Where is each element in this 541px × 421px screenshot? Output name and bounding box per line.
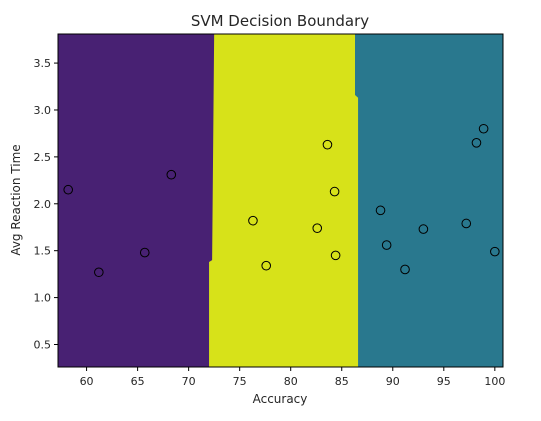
decision-regions [58, 34, 503, 367]
y-tick-label: 2.5 [34, 151, 52, 164]
x-tick-label: 100 [484, 375, 505, 388]
x-tick-label: 75 [233, 375, 247, 388]
data-point [419, 225, 428, 234]
data-point [491, 247, 500, 256]
y-axis-label: Avg Reaction Time [9, 144, 23, 255]
x-axis: 60 65 70 75 80 85 90 95 100 [80, 367, 506, 388]
data-point [313, 224, 322, 233]
region-class-0 [58, 34, 214, 367]
data-point [376, 206, 385, 215]
data-point [462, 219, 471, 228]
y-axis: 0.5 1.0 1.5 2.0 2.5 3.0 3.5 [34, 57, 59, 351]
x-tick-label: 90 [386, 375, 400, 388]
data-point [167, 170, 176, 179]
x-tick-label: 70 [182, 375, 196, 388]
chart-title: SVM Decision Boundary [191, 12, 369, 30]
x-tick-label: 95 [437, 375, 451, 388]
x-tick-label: 65 [131, 375, 145, 388]
y-tick-label: 0.5 [34, 338, 52, 351]
data-point [64, 185, 73, 194]
y-tick-label: 3.5 [34, 57, 52, 70]
data-point [472, 139, 481, 148]
data-point [401, 265, 410, 274]
y-tick-label: 2.0 [34, 198, 52, 211]
data-point [382, 241, 391, 250]
data-point [323, 140, 332, 149]
data-point [479, 124, 488, 133]
data-point [330, 187, 339, 196]
data-point [262, 261, 271, 270]
data-point [249, 216, 258, 225]
x-tick-label: 85 [335, 375, 349, 388]
data-point [140, 248, 149, 257]
y-tick-label: 1.0 [34, 292, 52, 305]
y-tick-label: 1.5 [34, 245, 52, 258]
region-class-2 [355, 34, 503, 367]
y-tick-label: 3.0 [34, 104, 52, 117]
data-point [331, 251, 340, 260]
data-point [95, 268, 104, 277]
x-tick-label: 80 [284, 375, 298, 388]
x-axis-label: Accuracy [253, 392, 308, 406]
x-tick-label: 60 [80, 375, 94, 388]
